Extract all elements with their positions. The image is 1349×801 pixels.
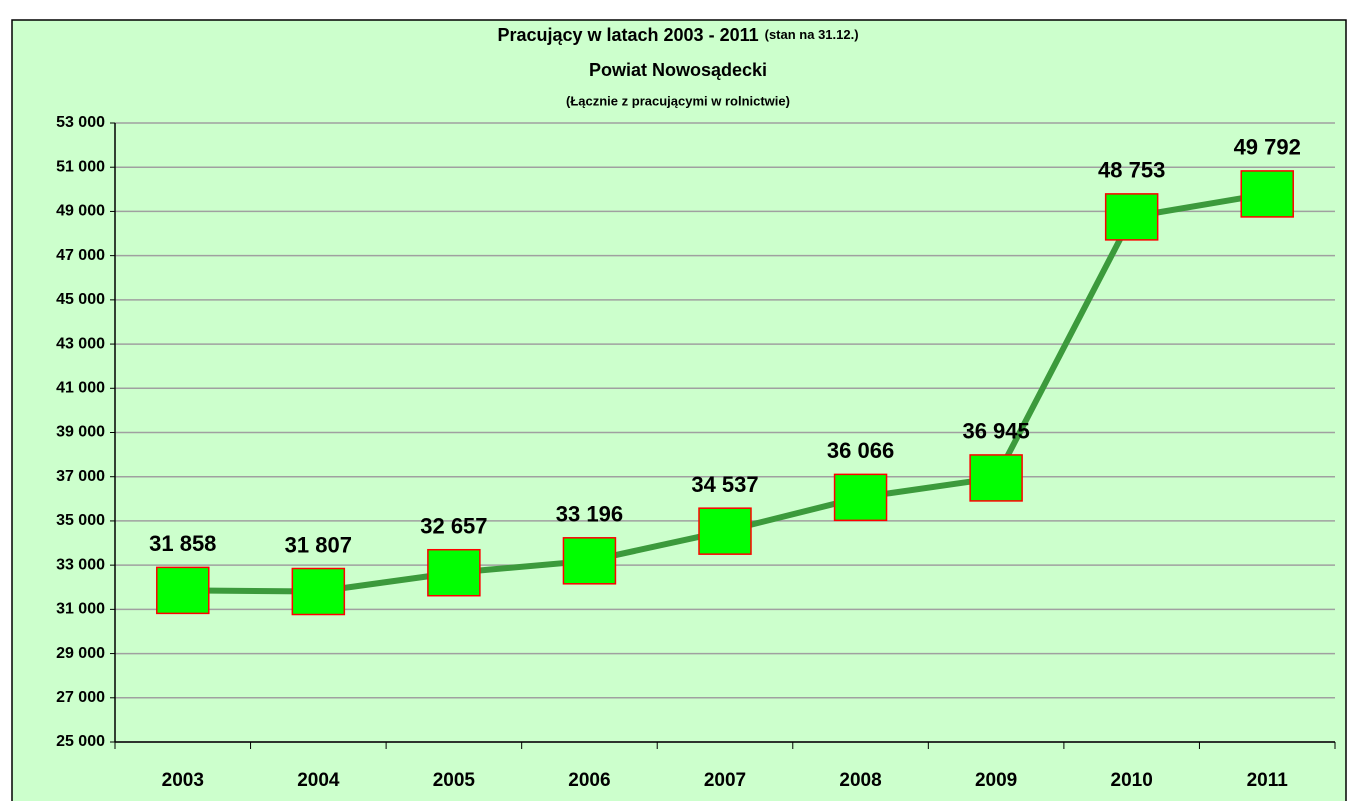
x-tick-label: 2003 — [162, 770, 204, 791]
y-tick-label: 27 000 — [56, 689, 105, 706]
x-tick-label: 2009 — [975, 770, 1017, 791]
y-tick-label: 33 000 — [56, 556, 105, 573]
x-tick-label: 2006 — [568, 770, 610, 791]
chart-area — [11, 19, 1347, 801]
y-tick-label: 25 000 — [56, 733, 105, 750]
y-tick-label: 43 000 — [56, 335, 105, 352]
marker — [1240, 170, 1294, 218]
marker — [969, 454, 1023, 502]
y-tick-label: 41 000 — [56, 380, 105, 397]
subtitle: Powiat Nowosądecki — [589, 60, 767, 80]
y-tick-label: 47 000 — [56, 247, 105, 264]
x-tick-label: 2008 — [839, 770, 881, 791]
y-tick-label: 51 000 — [56, 158, 105, 175]
data-label: 36 066 — [827, 438, 894, 463]
data-label: 48 753 — [1098, 158, 1165, 183]
y-tick-label: 29 000 — [56, 645, 105, 662]
title-main: Pracujący w latach 2003 - 2011 — [497, 25, 758, 45]
data-label: 31 858 — [149, 531, 216, 556]
data-label: 33 196 — [556, 502, 623, 527]
y-tick-label: 37 000 — [56, 468, 105, 485]
y-tick-label: 35 000 — [56, 512, 105, 529]
title-note: (stan na 31.12.) — [765, 27, 859, 42]
marker — [291, 567, 346, 616]
y-tick-label: 45 000 — [56, 291, 105, 308]
y-tick-label: 49 000 — [56, 203, 105, 220]
data-label: 49 792 — [1234, 135, 1301, 160]
data-label: 31 807 — [285, 532, 352, 557]
data-label: 32 657 — [420, 514, 487, 539]
y-tick-label: 31 000 — [56, 601, 105, 618]
y-tick-label: 39 000 — [56, 424, 105, 441]
data-label: 36 945 — [962, 419, 1029, 444]
y-tick-label: 53 000 — [56, 114, 105, 131]
chart-title: Pracujący w latach 2003 - 2011 (stan na 3… — [497, 25, 858, 45]
marker — [698, 507, 752, 555]
x-tick-label: 2010 — [1111, 770, 1153, 791]
data-label: 34 537 — [691, 472, 758, 497]
subtitle2: (Łącznie z pracującymi w rolnictwie) — [566, 93, 790, 108]
marker — [833, 473, 888, 522]
x-tick-label: 2005 — [433, 770, 476, 791]
marker — [562, 537, 617, 585]
x-tick-label: 2011 — [1247, 770, 1289, 791]
marker — [156, 566, 210, 615]
marker — [427, 548, 481, 597]
marker — [1104, 193, 1159, 241]
x-tick-label: 2007 — [704, 770, 746, 791]
x-tick-label: 2004 — [297, 770, 340, 791]
